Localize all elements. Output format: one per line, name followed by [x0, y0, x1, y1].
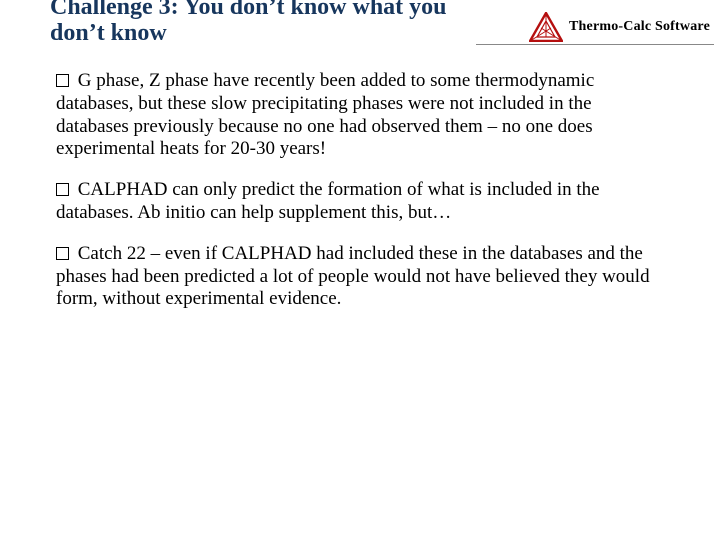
- brand: Thermo-Calc Software: [529, 12, 710, 42]
- triangle-logo-icon: [529, 12, 563, 42]
- header-rule: [476, 44, 714, 45]
- body: G phase, Z phase have recently been adde…: [56, 70, 664, 329]
- header: Challenge 3: You don’t know what youdon’…: [0, 0, 720, 70]
- slide-title: Challenge 3: You don’t know what youdon’…: [50, 0, 470, 47]
- square-bullet-icon: [56, 247, 69, 260]
- square-bullet-icon: [56, 74, 69, 87]
- paragraph-text: CALPHAD can only predict the formation o…: [56, 179, 600, 223]
- paragraph: Catch 22 – even if CALPHAD had included …: [56, 243, 664, 311]
- slide: Challenge 3: You don’t know what youdon’…: [0, 0, 720, 540]
- square-bullet-icon: [56, 183, 69, 196]
- brand-text: Thermo-Calc Software: [569, 19, 710, 35]
- paragraph-text: G phase, Z phase have recently been adde…: [56, 70, 594, 159]
- paragraph: G phase, Z phase have recently been adde…: [56, 70, 664, 161]
- paragraph: CALPHAD can only predict the formation o…: [56, 179, 664, 225]
- paragraph-text: Catch 22 – even if CALPHAD had included …: [56, 243, 650, 310]
